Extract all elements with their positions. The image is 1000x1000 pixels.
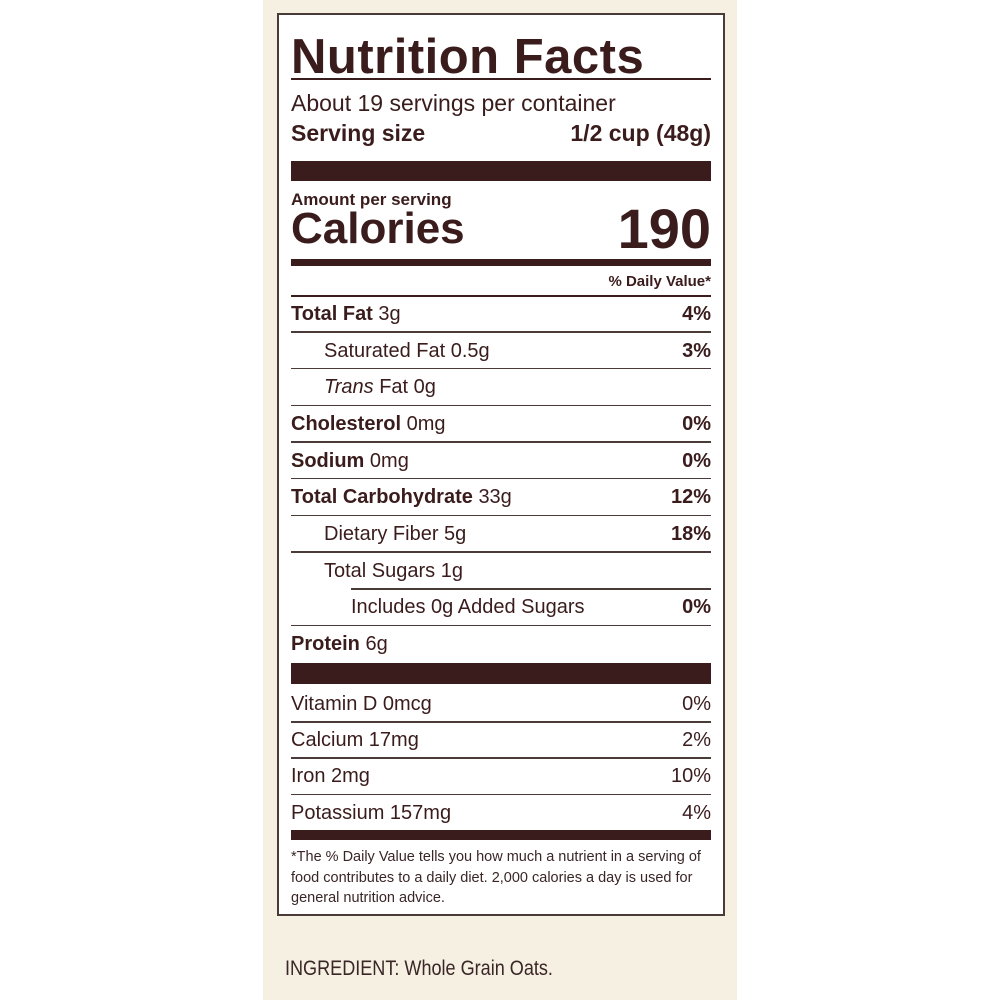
nutrient-name-suffix: Fat	[379, 376, 409, 399]
nutrient-amount: 5g	[444, 523, 467, 546]
thick-divider	[291, 663, 711, 684]
row-divider	[291, 404, 711, 407]
vitamin-daily-value: 10%	[670, 765, 711, 788]
nutrient-amount: 0.5g	[450, 339, 490, 362]
nutrient-name: Includes 0g Added Sugars	[351, 596, 585, 619]
nutrient-row: Total Carbohydrate 33g 12%	[291, 480, 711, 517]
nutrient-name: Trans	[324, 376, 374, 399]
nutrient-row: Total Fat 3g 4%	[291, 296, 711, 333]
nutrient-amount: 3g	[378, 302, 401, 325]
label-title: Nutrition Facts	[291, 30, 645, 84]
serving-size-label: Serving size	[291, 120, 426, 146]
vitamin-label: Vitamin D 0mcg	[291, 692, 432, 715]
nutrient-name: Dietary Fiber	[324, 523, 439, 546]
medium-divider	[291, 259, 711, 266]
nutrient-label: Includes 0g Added Sugars	[291, 596, 585, 619]
nutrient-daily-value: 4%	[682, 302, 711, 325]
nutrient-name: Cholesterol	[291, 412, 402, 435]
footnote: *The % Daily Value tells you how much a …	[291, 849, 701, 906]
nutrient-label: Dietary Fiber 5g	[291, 523, 466, 546]
vitamin-label: Potassium 157mg	[291, 801, 452, 824]
nutrient-row: Cholesterol 0mg 0%	[291, 406, 711, 443]
nutrient-daily-value: 0%	[682, 449, 711, 472]
nutrient-label: Sodium 0mg	[291, 450, 409, 473]
row-divider	[291, 551, 711, 553]
nutrient-amount: 0g	[413, 376, 436, 399]
divider	[291, 295, 711, 297]
row-divider	[291, 757, 711, 759]
servings-per-container: About 19 servings per container	[291, 90, 616, 116]
nutrient-row: Includes 0g Added Sugars 0%	[291, 590, 711, 627]
vitamin-row: Vitamin D 0mcg 0%	[291, 686, 711, 723]
calories-row: Calories 190	[291, 201, 711, 257]
nutrient-label: Cholesterol 0mg	[291, 413, 446, 436]
nutrient-daily-value: 12%	[670, 486, 711, 509]
nutrient-label: Total Fat 3g	[291, 303, 401, 326]
nutrition-facts-label: Nutrition Facts About 19 servings per co…	[277, 13, 725, 916]
row-divider	[291, 793, 711, 796]
vitamin-daily-value: 4%	[682, 801, 711, 824]
row-divider	[291, 367, 711, 370]
nutrient-row: Protein 6g	[291, 626, 711, 663]
nutrient-daily-value: 18%	[670, 523, 711, 546]
nutrient-label: Total Sugars 1g	[291, 560, 463, 583]
divider	[291, 78, 711, 80]
nutrient-label: Trans Fat 0g	[291, 376, 436, 399]
nutrient-label: Protein 6g	[291, 633, 388, 656]
vitamin-label: Calcium 17mg	[291, 729, 419, 752]
serving-size: Serving size 1/2 cup (48g)	[291, 119, 711, 147]
nutrient-name: Total Fat	[291, 302, 373, 325]
vitamin-daily-value: 0%	[682, 692, 711, 715]
serving-size-value: 1/2 cup (48g)	[570, 120, 711, 146]
nutrient-amount: 0mg	[406, 412, 446, 435]
nutrient-label: Saturated Fat 0.5g	[291, 340, 490, 363]
nutrient-row: Saturated Fat 0.5g 3%	[291, 333, 711, 370]
nutrient-name: Total Sugars	[324, 559, 436, 582]
vitamin-row: Calcium 17mg 2%	[291, 722, 711, 759]
vitamin-row: Potassium 157mg 4%	[291, 795, 711, 832]
nutrient-amount: 6g	[365, 633, 388, 656]
nutrient-daily-value: 0%	[682, 596, 711, 619]
nutrient-name: Total Carbohydrate	[291, 486, 473, 509]
nutrient-amount: 33g	[478, 486, 512, 509]
row-divider	[291, 514, 711, 517]
row-divider	[291, 624, 711, 627]
nutrient-amount: 0mg	[369, 449, 409, 472]
row-divider	[351, 588, 711, 590]
nutrient-name: Protein	[291, 633, 360, 656]
row-divider	[291, 331, 711, 333]
nutrient-name: Sodium	[291, 449, 365, 472]
nutrient-row: Trans Fat 0g	[291, 369, 711, 407]
medium-divider	[291, 830, 711, 840]
nutrient-label: Total Carbohydrate 33g	[291, 486, 512, 509]
calories-value: 190	[617, 197, 711, 260]
vitamin-row: Iron 2mg 10%	[291, 759, 711, 796]
nutrient-amount: 1g	[440, 559, 463, 582]
nutrient-name: Saturated Fat	[324, 339, 446, 362]
ingredient-statement: INGREDIENT: Whole Grain Oats.	[285, 957, 553, 980]
daily-value-header: % Daily Value*	[608, 273, 711, 290]
nutrient-row: Dietary Fiber 5g 18%	[291, 516, 711, 553]
nutrient-row: Total Sugars 1g	[291, 553, 711, 590]
row-divider	[291, 721, 711, 723]
nutrient-daily-value: 0%	[682, 412, 711, 435]
vitamin-label: Iron 2mg	[291, 765, 370, 788]
row-divider	[291, 477, 711, 480]
calories-label: Calories	[291, 204, 465, 253]
nutrient-row: Sodium 0mg 0%	[291, 443, 711, 480]
amount-per-serving: Amount per serving	[291, 190, 452, 209]
nutrient-daily-value: 3%	[682, 339, 711, 362]
row-divider	[291, 441, 711, 443]
vitamin-daily-value: 2%	[682, 729, 711, 752]
thick-divider	[291, 161, 711, 181]
